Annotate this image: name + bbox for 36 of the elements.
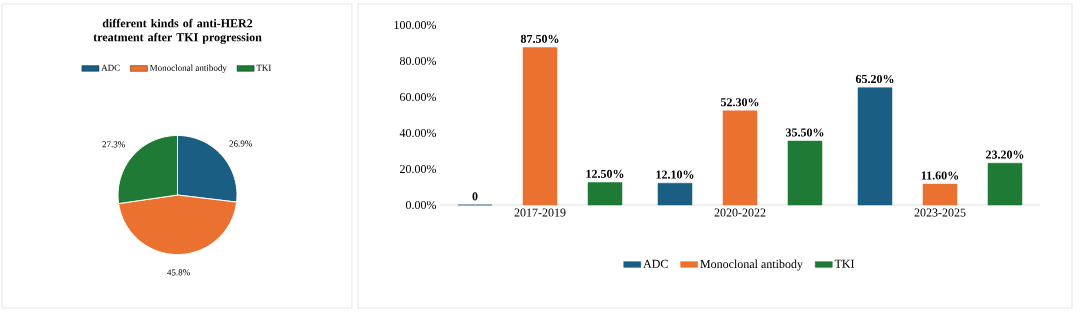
bar	[787, 140, 823, 206]
data-label: 11.60%	[921, 171, 959, 180]
data-label: 26.9%	[229, 140, 253, 147]
bar	[922, 183, 958, 206]
bar	[522, 47, 558, 206]
bar	[857, 87, 893, 206]
data-label: 35.50%	[785, 128, 824, 137]
legend-label: Monoclonal antibody	[700, 259, 803, 271]
x-tick-label: 2020-2022	[714, 208, 766, 217]
bar	[987, 162, 1023, 206]
data-label: 12.50%	[586, 169, 624, 178]
data-label: 45.8%	[167, 269, 190, 276]
y-tick-label: 80.00%	[399, 56, 437, 66]
legend-label: TKI	[256, 64, 272, 71]
y-tick-label: 60.00%	[400, 92, 437, 102]
data-label: 12.10%	[656, 170, 694, 179]
y-tick-label: 0.00%	[405, 200, 437, 210]
bar	[587, 182, 623, 206]
y-tick-label: 40.00%	[399, 128, 437, 138]
legend-label: ADC	[643, 259, 668, 268]
chart-title: different kinds of anti-HER2 treatment after TKI progression	[93, 18, 262, 44]
data-label: 65.20%	[855, 74, 894, 84]
data-label: 52.30%	[720, 98, 759, 107]
legend-label: TKI	[834, 259, 855, 268]
x-tick-label: 2023-2025	[914, 208, 966, 217]
data-label: 27.3%	[102, 141, 125, 148]
data-label: 0	[472, 192, 478, 201]
y-tick-label: 100.00%	[394, 20, 437, 30]
bar	[722, 110, 758, 206]
legend-label: Monoclonal antibody	[149, 64, 227, 73]
data-label: 23.20%	[986, 150, 1024, 159]
data-label: 87.50%	[520, 34, 559, 43]
bar	[657, 182, 693, 206]
y-tick-label: 20.00%	[400, 164, 437, 174]
legend-label: ADC	[101, 64, 120, 71]
x-tick-label: 2017-2019	[514, 208, 566, 217]
